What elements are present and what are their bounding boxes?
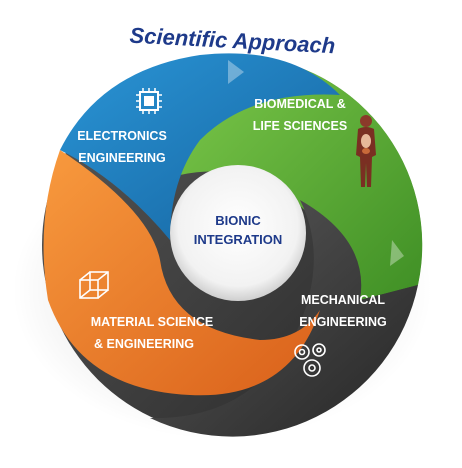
flow-arrow-icon [390, 240, 404, 266]
segment-biomedical [180, 54, 423, 301]
segment-material-line2: & ENGINEERING [94, 337, 194, 351]
segment-material-line1: MATERIAL SCIENCE [91, 315, 213, 329]
segment-electronics-line2: ENGINEERING [78, 151, 166, 165]
segment-mechanical-line2: ENGINEERING [299, 315, 387, 329]
segment-biomedical-line1: BIOMEDICAL & [254, 97, 345, 111]
segment-material [43, 150, 320, 396]
cube-lattice-icon [79, 271, 109, 299]
segment-electronics-line1: ELECTRONICS [77, 129, 167, 143]
center-hole [170, 165, 306, 301]
gears-icon [294, 343, 326, 377]
flow-arrow-icon [228, 60, 244, 84]
human-anatomy-icon [356, 115, 376, 187]
segment-electronics [60, 53, 340, 241]
segment-mechanical-line1: MECHANICAL [301, 293, 385, 307]
segment-mechanical [150, 200, 418, 437]
center-label-line1: BIONIC [215, 213, 261, 228]
segment-biomedical-line2: LIFE SCIENCES [253, 119, 347, 133]
microchip-icon [136, 88, 162, 114]
diagram-title: Scientific Approach [129, 23, 336, 59]
center-label-line2: INTEGRATION [194, 232, 283, 247]
